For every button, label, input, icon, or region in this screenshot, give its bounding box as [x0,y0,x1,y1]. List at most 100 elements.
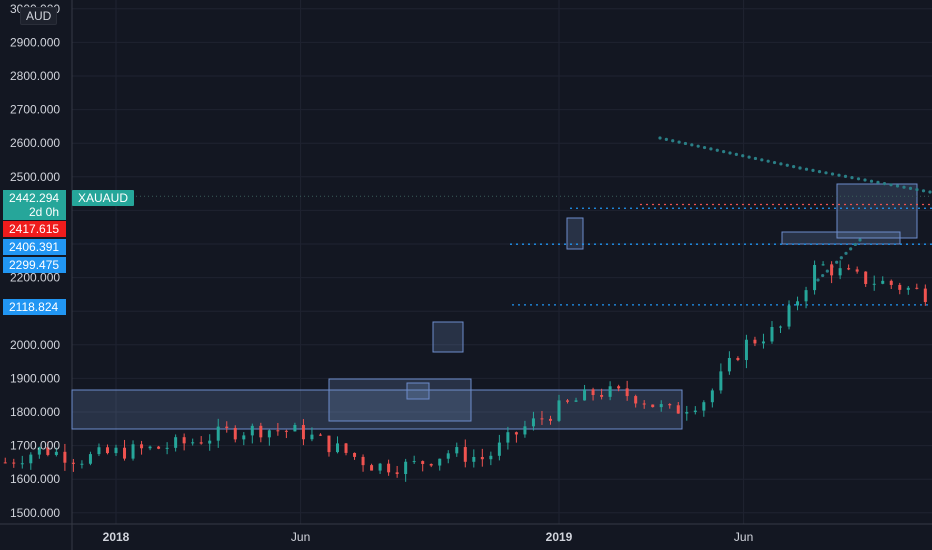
candle-body [761,341,765,344]
candle-body [208,440,212,444]
candle-body [336,443,339,453]
candle-body [889,280,893,285]
candle-body [199,442,203,444]
trend-dot [664,137,668,141]
candle-body [12,462,16,464]
candle-body [387,463,391,473]
candle-body [429,463,433,466]
candle-body [361,456,365,466]
candle-body [898,284,902,290]
candle-body [813,264,817,291]
trend-dot [902,185,906,189]
trend-dot [728,151,732,155]
candle-body [676,405,680,414]
candle-body [267,430,271,438]
trend-dot [844,251,848,255]
candle-body [63,451,67,463]
candle-body [770,327,774,342]
trend-dot [837,173,841,177]
candle-body [378,463,382,471]
candle-body [804,290,808,302]
candle-body [864,271,868,284]
candle-body [140,444,144,449]
x-tick-label: 2018 [103,530,130,544]
candle-body [105,447,109,454]
candle-body [915,287,919,289]
candle-body [284,430,288,432]
candle-body [242,435,246,440]
candle-body [719,371,723,391]
trend-dot [863,178,867,182]
y-tick-label: 2200.000 [10,271,60,285]
trend-dot [821,273,825,278]
candle-body [455,447,459,454]
trend-dot [915,188,919,192]
candle-body [906,287,910,290]
trend-dot [858,238,862,242]
level-b-label: 2299.475 [3,257,66,273]
candle-body [318,434,322,436]
candle-body [847,268,851,270]
trend-dot [816,278,820,282]
candle-body [148,446,152,449]
trend-dot [658,136,662,140]
candle-body [370,465,374,471]
candle-body [80,463,84,465]
symbol-label: XAUAUD [72,190,135,206]
trend-dot [908,186,913,190]
candle-body [617,386,621,389]
trend-dot [876,180,880,184]
candle-body [744,339,748,361]
candle-body [489,455,493,460]
candle-body [710,390,714,403]
trend-dot [671,139,675,143]
candle-body [693,410,697,413]
y-tick-label: 2000.000 [10,338,60,352]
candle-body [591,389,595,395]
time-axis: 2018Jun2019Jun2020Jun2021Jun [103,530,754,544]
trend-dot [690,143,694,147]
candle-body [3,462,7,464]
trend-dot [811,168,815,172]
candle-body [301,424,305,440]
candle-body [225,426,229,429]
candle-body [259,425,263,438]
trend-dot [766,159,770,163]
candle-body [250,425,254,436]
trend-dot [772,160,777,165]
trend-dot [856,177,861,181]
trend-dot [895,184,900,188]
candle-body [625,388,629,397]
trend-dot [882,182,887,186]
candle-body [344,443,348,453]
y-tick-label: 1900.000 [10,371,60,385]
trend-dot [928,190,932,194]
candle-body [191,442,195,444]
candle-body [438,458,442,466]
zone-box [406,382,430,400]
candle-body [540,418,544,420]
bar-countdown-label: 2d 0h [3,205,66,220]
candle-body [497,442,501,456]
candle-body [608,386,612,397]
candle-body [463,447,467,462]
trend-dot [835,260,839,264]
candle-body [651,404,655,408]
trend-dot [785,163,789,167]
y-tick-label: 2800.000 [10,69,60,83]
candle-body [779,326,782,328]
candle-body [838,268,842,276]
candle-body [668,404,672,406]
candle-body [353,452,357,457]
trend-dot [792,165,796,169]
candle-body [506,432,510,443]
trend-dot [843,174,848,178]
candle-body [548,418,552,421]
trend-dot [853,242,857,247]
candle-body [412,461,416,463]
horizontal-levels [72,195,932,306]
trend-dot [889,183,893,187]
candle-body [830,264,834,276]
